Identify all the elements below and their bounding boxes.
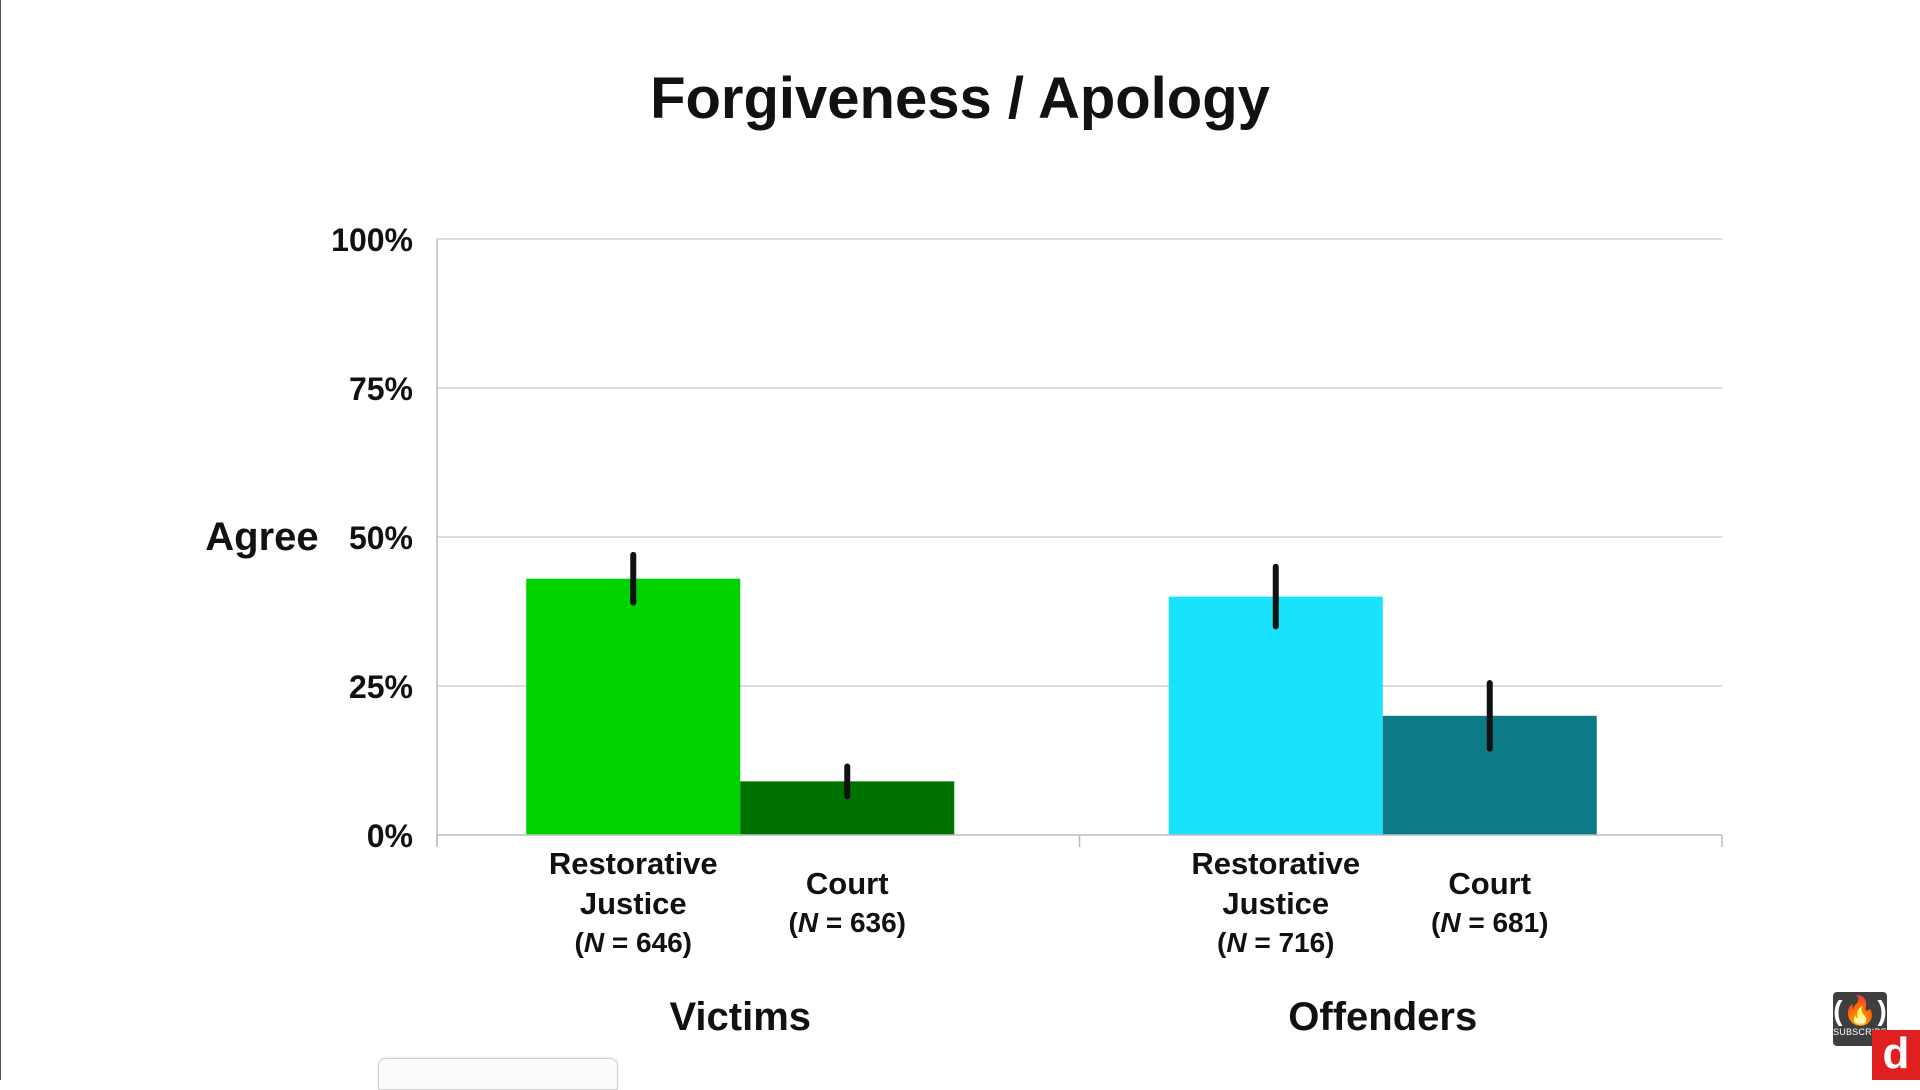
sample-size-label: (N = 716) [1217, 927, 1335, 958]
group-label: Victims [669, 995, 811, 1039]
y-tick-label: 50% [349, 520, 413, 556]
y-axis-label: Agree [205, 515, 318, 559]
category-label: Justice [580, 886, 687, 921]
category-label: Restorative [1191, 846, 1360, 881]
category-label: Court [1448, 866, 1531, 901]
labels: 0% 25% 50% 75% 100% Restorative Justice (N = 64… [331, 222, 1548, 1039]
sample-size-label: (N = 681) [1431, 907, 1549, 938]
browser-tab-stub[interactable] [378, 1058, 618, 1090]
y-tick-label: 0% [367, 818, 413, 854]
subscribe-label: SUBSCRIBE [1833, 1027, 1887, 1037]
bar [526, 578, 741, 835]
category-label: Justice [1222, 886, 1329, 921]
bar [1168, 596, 1383, 835]
group-label: Offenders [1288, 995, 1477, 1039]
gridlines [437, 238, 1722, 687]
sample-size-label: (N = 646) [574, 927, 692, 958]
chart-title: Forgiveness / Apology [650, 66, 1270, 131]
y-tick-label: 75% [349, 371, 413, 407]
error-bars [630, 551, 1493, 800]
y-tick-label: 100% [331, 222, 413, 258]
sample-size-label: (N = 636) [788, 907, 906, 938]
channel-logo: d [1872, 1030, 1920, 1080]
bars [526, 578, 1597, 835]
window-edge [0, 0, 1, 1080]
flame-icon: (🔥) [1833, 995, 1887, 1026]
axes [436, 239, 1723, 847]
category-label: Court [806, 866, 889, 901]
category-label: Restorative [549, 846, 718, 881]
y-tick-label: 25% [349, 669, 413, 705]
